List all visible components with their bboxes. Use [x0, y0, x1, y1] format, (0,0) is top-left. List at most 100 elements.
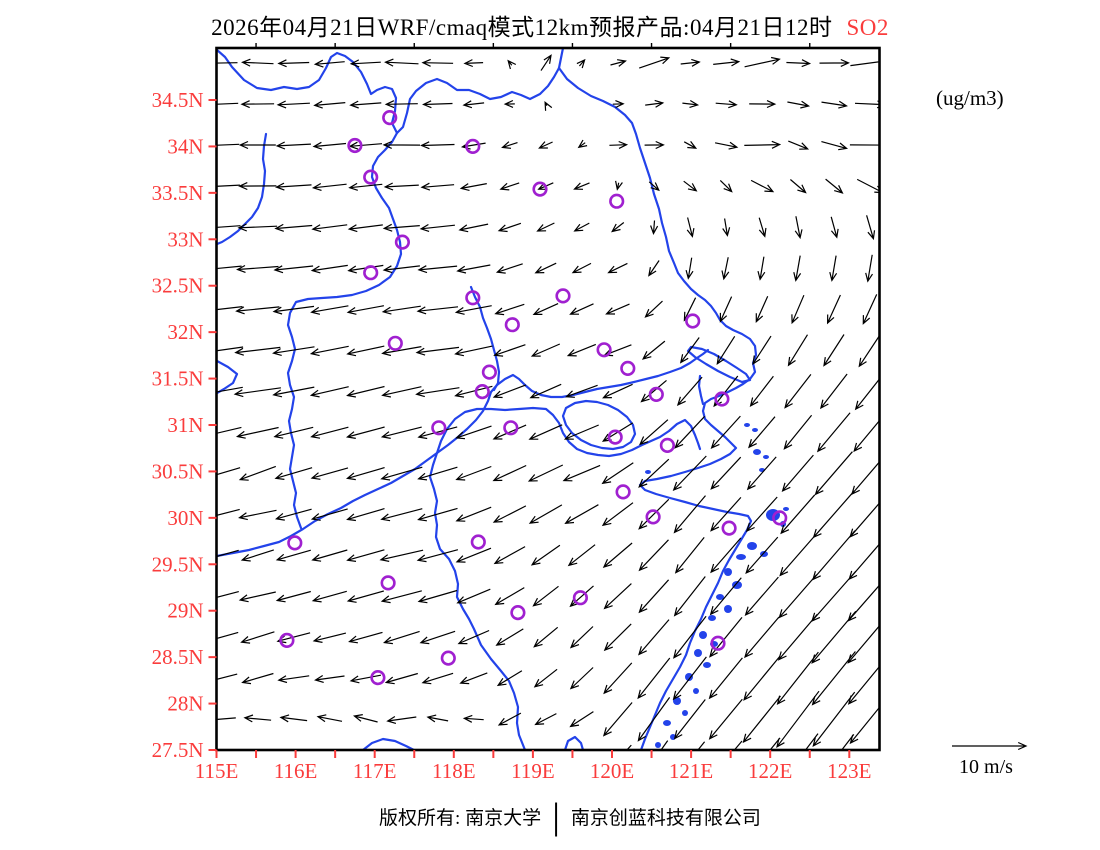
y-axis-label: 30.5N: [152, 459, 204, 483]
x-axis-label: 118E: [432, 759, 476, 783]
wind-arrow: [233, 387, 281, 398]
wind-arrow: [779, 534, 817, 577]
y-axis-label: 28.5N: [152, 645, 204, 669]
wind-arrow: [571, 262, 592, 274]
wind-arrow: [787, 334, 809, 367]
wind-arrow: [794, 216, 803, 240]
wind-arrow: [348, 182, 383, 191]
wind-arrow: [217, 306, 243, 311]
wind-arrow: [277, 59, 310, 68]
wind-arrow: [639, 419, 669, 446]
wind-arrow: [238, 509, 277, 521]
wind-arrow: [565, 384, 598, 398]
station-circle-marker: [440, 650, 456, 666]
coastline-boundary-path: [557, 66, 758, 749]
wind-arrow: [240, 100, 275, 109]
island-shape: [716, 594, 724, 600]
wind-arrow: [530, 544, 561, 566]
wind-arrow: [679, 337, 700, 364]
wind-arrow: [530, 343, 561, 357]
wind-arrow: [217, 265, 242, 270]
wind-arrow: [538, 141, 553, 149]
wind-arrow: [217, 143, 240, 146]
copyright-divider: │: [546, 804, 566, 835]
island-shape: [753, 449, 761, 455]
wind-arrow: [416, 306, 459, 315]
wind-arrow: [673, 699, 706, 740]
wind-arrow: [382, 140, 421, 149]
wind-arrow: [217, 225, 241, 228]
wind-arrow: [312, 632, 347, 643]
wind-arrow: [422, 100, 453, 109]
wind-arrow: [830, 216, 839, 239]
wind-arrow: [238, 465, 277, 481]
wind-arrow: [243, 714, 272, 723]
wind-arrow: [493, 546, 526, 565]
wind-arrow: [383, 630, 420, 645]
coastline-boundary-path: [217, 49, 564, 135]
wind-arrow: [672, 656, 707, 701]
wind-arrow: [415, 387, 460, 398]
y-axis: 27.5N 28N 28.5N 29N 29.5N 30N 30.5N 31N 31.5N 32N…: [152, 88, 217, 762]
wind-arrow: [603, 623, 632, 652]
island-shape: [699, 631, 707, 639]
wind-arrow: [455, 547, 492, 563]
wind-arrow: [217, 549, 239, 557]
station-circle-marker: [504, 317, 520, 333]
wind-arrow: [274, 508, 312, 521]
wind-arrow: [644, 140, 665, 150]
wind-arrow: [279, 714, 308, 723]
wind-arrow: [698, 741, 706, 749]
wind-arrow: [638, 498, 670, 530]
wind-arrow: [752, 335, 772, 366]
wind-arrow: [319, 756, 340, 765]
station-circle-marker: [555, 288, 571, 304]
x-axis-label: 119E: [511, 759, 555, 783]
coastline-boundary-path: [217, 348, 710, 558]
wind-arrow: [819, 58, 850, 67]
wind-arrow: [826, 294, 841, 325]
wind-arrow: [217, 426, 242, 434]
wind-arrow: [721, 257, 730, 281]
wind-arrow: [715, 100, 738, 109]
wind-arrow: [569, 303, 594, 315]
wind-arrow: [849, 144, 879, 146]
station-circle-marker: [382, 109, 398, 126]
wind-arrow: [241, 672, 274, 685]
wind-arrow: [380, 508, 423, 522]
wind-arrow: [847, 666, 879, 705]
wind-arrow: [615, 180, 623, 191]
wind-arrow: [770, 737, 781, 749]
wind-arrow: [540, 54, 552, 71]
wind-arrow: [492, 505, 527, 523]
station-circle-marker: [510, 604, 526, 621]
wind-arrow: [854, 379, 879, 411]
y-axis-label: 32.5N: [152, 274, 204, 298]
wind-arrow: [682, 99, 700, 108]
wind-arrow: [352, 714, 378, 723]
wind-arrow: [416, 549, 459, 563]
wind-arrow: [638, 458, 670, 488]
wind-arrow: [787, 100, 811, 109]
wind-arrow: [454, 345, 493, 357]
wind-arrow: [417, 466, 458, 481]
wind-arrow: [310, 508, 348, 521]
wind-arrow: [275, 141, 311, 150]
wind-arrow: [865, 254, 874, 283]
wind-arrow: [605, 303, 630, 315]
y-axis-label: 31N: [167, 413, 203, 437]
wind-arrow: [240, 549, 274, 562]
wind-arrow: [849, 707, 879, 745]
y-axis-label: 27.5N: [152, 738, 204, 762]
wind-arrow: [275, 549, 311, 562]
wind-arrow: [238, 182, 277, 191]
wind-arrow: [853, 420, 879, 453]
wind-arrow: [346, 508, 385, 522]
wind-arrow: [455, 465, 492, 481]
wind-arrow: [462, 714, 484, 723]
wind-arrow: [680, 58, 701, 67]
map-outlines: [217, 49, 789, 749]
wind-arrow: [685, 257, 694, 280]
coastline-boundary-path: [469, 285, 501, 392]
station-circle-marker: [721, 520, 737, 536]
